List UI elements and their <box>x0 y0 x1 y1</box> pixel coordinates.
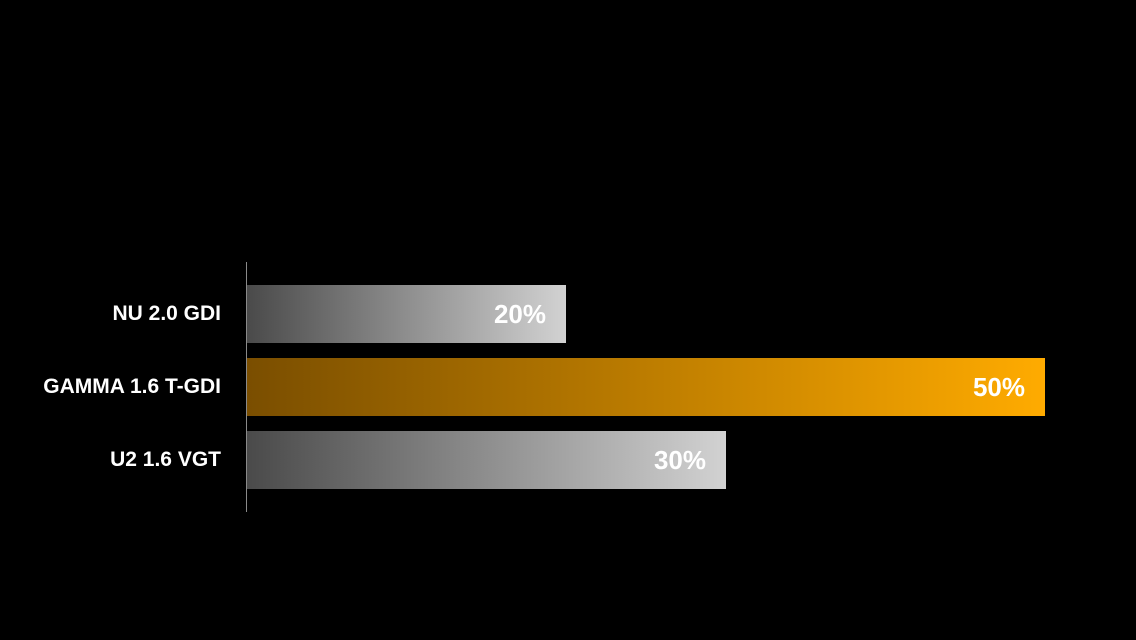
category-label: GAMMA 1.6 T-GDI <box>43 375 221 398</box>
bar: 30% <box>247 431 726 489</box>
bar: 20% <box>247 285 566 343</box>
bar-value-label: 50% <box>972 372 1025 402</box>
bar-value-label: 30% <box>653 445 706 475</box>
category-axis-line <box>246 262 247 512</box>
category-label: NU 2.0 GDI <box>112 302 221 325</box>
bar: 50% <box>247 358 1045 416</box>
category-label: U2 1.6 VGT <box>110 448 221 471</box>
bar-value-label: 20% <box>493 299 546 329</box>
